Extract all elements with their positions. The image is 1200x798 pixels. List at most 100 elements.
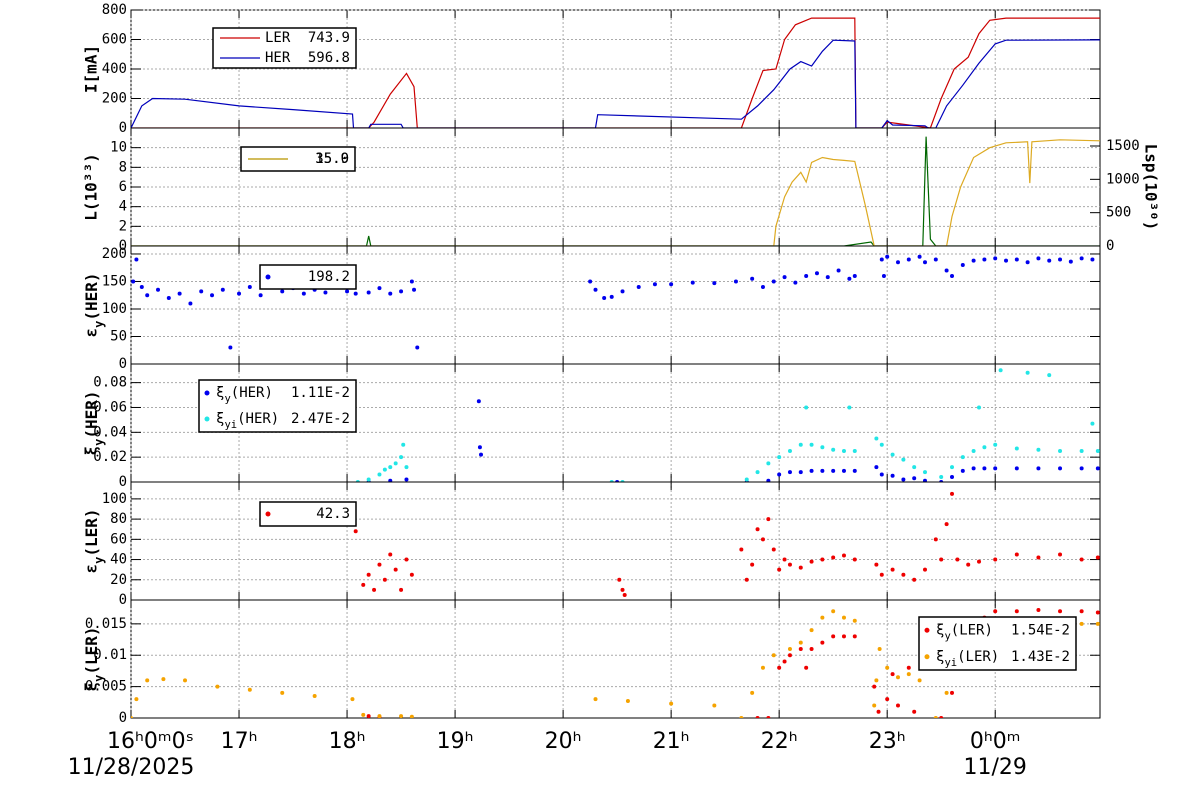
point (625, 699, 630, 704)
point (777, 455, 782, 460)
legend-swatch (204, 390, 210, 396)
point (787, 653, 792, 658)
point (804, 405, 809, 410)
point (895, 703, 900, 708)
point (593, 697, 598, 702)
point (890, 473, 895, 478)
y-tick-label: 600 (102, 32, 127, 48)
point (847, 405, 852, 410)
point (977, 405, 982, 410)
y-tick-label: 0 (119, 120, 127, 136)
x-tick-label: 16ʰ0ᵐ0ˢ (107, 729, 194, 754)
point (825, 275, 830, 280)
point (760, 284, 765, 289)
point (366, 477, 371, 482)
y-tick-label: 800 (102, 2, 127, 18)
point (1058, 257, 1063, 262)
point (409, 279, 414, 284)
point (760, 537, 765, 542)
point (412, 287, 417, 292)
legend-box (198, 379, 357, 433)
point (1036, 555, 1041, 560)
point (766, 716, 771, 718)
point (960, 468, 965, 473)
point (712, 281, 717, 286)
legend-value: 1.54E-2 (1011, 622, 1070, 638)
point (388, 291, 393, 296)
point (1095, 610, 1100, 615)
point (739, 716, 744, 718)
y-tick-label: 0.015 (85, 616, 127, 632)
point (1095, 448, 1100, 453)
point (793, 280, 798, 285)
point (750, 276, 755, 281)
point (917, 678, 922, 683)
data-layer (352, 491, 1100, 597)
point (950, 475, 955, 480)
point (820, 445, 825, 450)
point (771, 279, 776, 284)
y-tick-label: 200 (102, 91, 127, 107)
point (841, 468, 846, 473)
point (879, 442, 884, 447)
point (1079, 557, 1084, 562)
point (906, 665, 911, 670)
point (476, 399, 481, 404)
point (971, 448, 976, 453)
point (852, 557, 857, 562)
point (1014, 466, 1019, 471)
point (210, 293, 215, 298)
point (831, 468, 836, 473)
point (906, 672, 911, 677)
point (280, 690, 285, 695)
legend-value: 198.2 (308, 269, 350, 285)
legend-value: 42.3 (316, 506, 350, 522)
point (912, 709, 917, 714)
point (366, 572, 371, 577)
data-layer (131, 136, 1100, 246)
point (933, 716, 938, 718)
point (874, 562, 879, 567)
y-tick-label: 50 (110, 328, 127, 344)
point (733, 279, 738, 284)
point (377, 562, 382, 567)
point (134, 257, 139, 262)
point (933, 257, 938, 262)
point (950, 465, 955, 470)
y-tick-label: 8 (119, 159, 127, 175)
point (881, 273, 886, 278)
point (820, 468, 825, 473)
data-layer (355, 368, 1100, 482)
point (1079, 609, 1084, 614)
point (652, 282, 657, 287)
point (820, 615, 825, 620)
point (712, 703, 717, 708)
point (593, 287, 598, 292)
point (912, 577, 917, 582)
x-tick-label: 21ʰ (653, 729, 690, 754)
point (669, 701, 674, 706)
point (885, 665, 890, 670)
legend-label: ξy(LER) (936, 622, 993, 642)
point (1014, 552, 1019, 557)
point (622, 592, 627, 597)
point (1095, 466, 1100, 471)
point (477, 445, 482, 450)
point (409, 714, 414, 718)
point (809, 468, 814, 473)
point (879, 572, 884, 577)
point (874, 436, 879, 441)
x-tick-label: 17ʰ (221, 729, 258, 754)
legend-swatch (265, 274, 271, 280)
point (798, 640, 803, 645)
point (836, 268, 841, 273)
point (409, 572, 414, 577)
series-line (131, 139, 1100, 246)
point (939, 716, 944, 718)
point (950, 690, 955, 695)
point (814, 271, 819, 276)
point (353, 291, 358, 296)
point (901, 477, 906, 482)
legend-label: LER (265, 30, 291, 46)
